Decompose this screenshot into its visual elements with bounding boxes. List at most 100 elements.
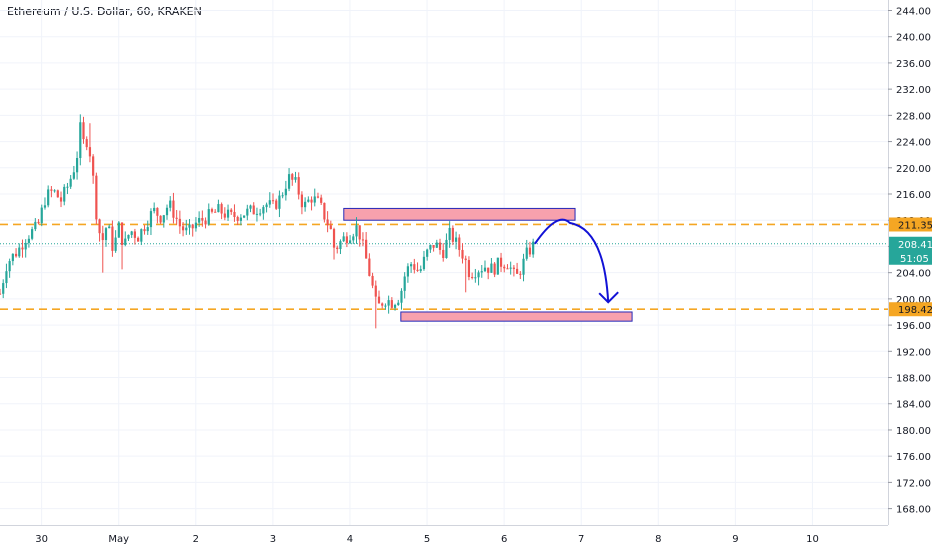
candle-body: [75, 157, 79, 173]
y-tick-label: 236.00: [896, 59, 931, 70]
level-label-bg: [889, 217, 932, 232]
candle-body: [140, 229, 143, 242]
candle-body: [111, 226, 114, 251]
candle-body: [79, 122, 82, 158]
candle-body: [532, 241, 535, 255]
candle-body: [284, 188, 287, 196]
candle-body: [24, 242, 27, 250]
candle-body: [66, 186, 69, 188]
candle-body: [72, 172, 75, 179]
candle-body: [355, 225, 358, 237]
x-tick-label: 9: [732, 534, 738, 545]
candle-body: [188, 224, 191, 228]
candle-body: [493, 263, 496, 275]
candle-body: [5, 271, 8, 284]
arrow-curve: [534, 218, 610, 303]
x-tick-label: 3: [270, 534, 276, 545]
candle-body: [239, 217, 242, 221]
candle-body: [101, 233, 104, 241]
candle-body: [323, 202, 326, 220]
candle-body: [435, 242, 438, 248]
candle-body: [358, 225, 361, 240]
candle-body: [275, 200, 278, 209]
candle-body: [11, 253, 14, 262]
y-tick-label: 188.00: [896, 374, 931, 385]
candle-body: [108, 226, 111, 229]
candles: [0, 114, 535, 329]
candle-body: [297, 177, 300, 195]
candle-body: [487, 267, 490, 273]
candle-body: [451, 227, 454, 242]
candle-body: [242, 215, 246, 218]
y-tick-label: 192.00: [896, 347, 931, 358]
candle-body: [400, 290, 403, 303]
x-tick-label: 5: [424, 534, 430, 545]
x-tick-label: 4: [347, 534, 353, 545]
candle-body: [153, 207, 156, 212]
x-tick-label: 2: [193, 534, 199, 545]
candle-body: [47, 189, 50, 206]
candle-body: [390, 300, 393, 308]
candle-body: [217, 204, 220, 213]
candle-body: [397, 302, 400, 305]
candle-body: [207, 209, 210, 225]
candle-body: [509, 267, 512, 269]
candle-body: [342, 236, 345, 242]
candle-body: [172, 200, 175, 218]
candle-body: [477, 272, 480, 278]
candle-body: [14, 253, 18, 257]
candle-body: [512, 267, 515, 269]
candle-body: [503, 266, 506, 269]
candle-body: [384, 305, 387, 307]
candle-body: [471, 276, 474, 278]
candle-body: [438, 242, 442, 250]
candle-body: [8, 261, 11, 272]
candle-body: [429, 245, 432, 250]
candle-body: [281, 195, 284, 197]
x-tick-label: 7: [578, 534, 584, 545]
candle-body: [159, 215, 162, 223]
candle-body: [40, 207, 43, 224]
candle-body: [287, 174, 291, 189]
candle-body: [442, 249, 445, 258]
candle-body: [259, 213, 262, 215]
countdown-label: 51:05: [900, 254, 929, 265]
candle-body: [445, 239, 448, 258]
candle-body: [146, 227, 149, 232]
candle-body: [416, 269, 419, 271]
y-tick-label: 196.00: [896, 321, 931, 332]
candle-body: [120, 222, 124, 245]
candle-body: [403, 276, 406, 291]
candle-body: [233, 211, 236, 218]
candle-body: [278, 195, 281, 209]
zone-rect: [343, 207, 576, 221]
candle-body: [480, 271, 483, 273]
candle-body: [432, 245, 435, 248]
candle-body: [525, 247, 528, 259]
candle-body: [406, 266, 409, 277]
candle-body: [169, 200, 172, 208]
candle-body: [236, 217, 239, 221]
x-tick-label: 30: [35, 534, 48, 545]
candle-body: [204, 220, 207, 225]
candle-body: [178, 218, 181, 227]
candle-body: [198, 217, 201, 223]
current-price-label: 208.41: [898, 240, 932, 251]
level-label: 198.42: [898, 305, 932, 316]
candle-body: [496, 257, 499, 275]
candle-body: [114, 237, 117, 251]
candle-body: [50, 189, 53, 191]
candle-body: [130, 231, 133, 235]
candle-body: [249, 205, 252, 209]
candle-body: [262, 207, 265, 214]
candle-body: [165, 207, 169, 216]
candle-body: [27, 238, 31, 243]
candle-body: [156, 207, 159, 216]
candle-body: [37, 221, 40, 224]
candle-body: [374, 285, 377, 297]
y-tick-label: 232.00: [896, 85, 931, 96]
candle-body: [467, 260, 471, 277]
candle-body: [393, 304, 397, 308]
candle-body: [329, 225, 332, 230]
